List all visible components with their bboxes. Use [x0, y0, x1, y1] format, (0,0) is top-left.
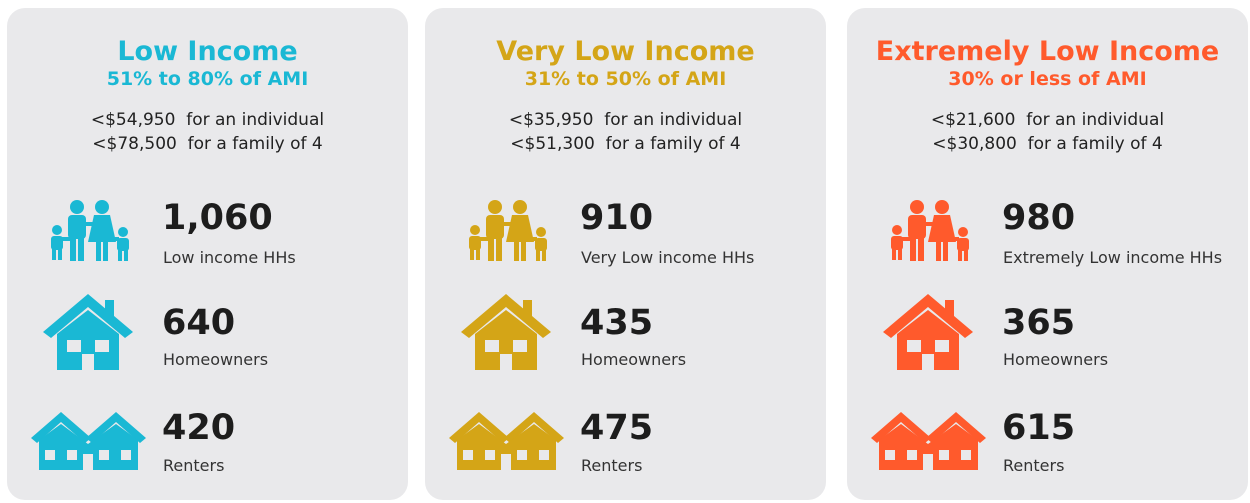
rowhouse-icon: [31, 412, 146, 470]
stat-label: Renters: [163, 456, 225, 475]
stat-label: Very Low income HHs: [581, 248, 755, 267]
rowhouse-icon: [449, 412, 564, 470]
stat-label: Renters: [1003, 456, 1065, 475]
stat-label: Low income HHs: [163, 248, 296, 267]
stat-value: 365: [1002, 303, 1076, 343]
stat-value: 1,060: [162, 198, 273, 238]
house-icon: [883, 294, 973, 370]
income-limit: <$54,950 for an individual: [90, 110, 325, 130]
card-title: Low Income: [117, 36, 298, 67]
stat-value: 910: [580, 198, 654, 238]
card-subtitle: 30% or less of AMI: [948, 68, 1147, 90]
stat-label: Homeowners: [1003, 350, 1109, 369]
family-icon: [891, 200, 969, 261]
house-icon: [43, 294, 133, 370]
card-subtitle: 51% to 80% of AMI: [106, 68, 309, 90]
family-icon: [469, 200, 547, 261]
income-limit: <$30,800 for a family of 4: [932, 134, 1163, 154]
income-limit: <$35,950 for an individual: [508, 110, 743, 130]
stat-value: 475: [580, 408, 654, 448]
stat-value: 980: [1002, 198, 1076, 238]
income-card: Very Low Income 31% to 50% of AMI <$35,950…: [425, 8, 826, 500]
house-icon: [461, 294, 551, 370]
stat-label: Renters: [581, 456, 643, 475]
stat-label: Homeowners: [581, 350, 687, 369]
stat-value: 435: [580, 303, 654, 343]
family-icon: [51, 200, 129, 261]
card-subtitle: 31% to 50% of AMI: [524, 68, 727, 90]
stat-label: Extremely Low income HHs: [1003, 248, 1223, 267]
income-limit: <$78,500 for a family of 4: [92, 134, 323, 154]
rowhouse-icon: [871, 412, 986, 470]
income-limit: <$21,600 for an individual: [930, 110, 1165, 130]
stat-label: Homeowners: [163, 350, 269, 369]
stat-value: 640: [162, 303, 236, 343]
income-limit: <$51,300 for a family of 4: [510, 134, 741, 154]
stat-value: 615: [1002, 408, 1076, 448]
income-card: Low Income 51% to 80% of AMI <$54,950 for …: [7, 8, 408, 500]
stat-value: 420: [162, 408, 236, 448]
card-title: Very Low Income: [496, 36, 755, 67]
card-title: Extremely Low Income: [875, 36, 1220, 67]
income-card: Extremely Low Income 30% or less of AMI <$…: [847, 8, 1248, 500]
